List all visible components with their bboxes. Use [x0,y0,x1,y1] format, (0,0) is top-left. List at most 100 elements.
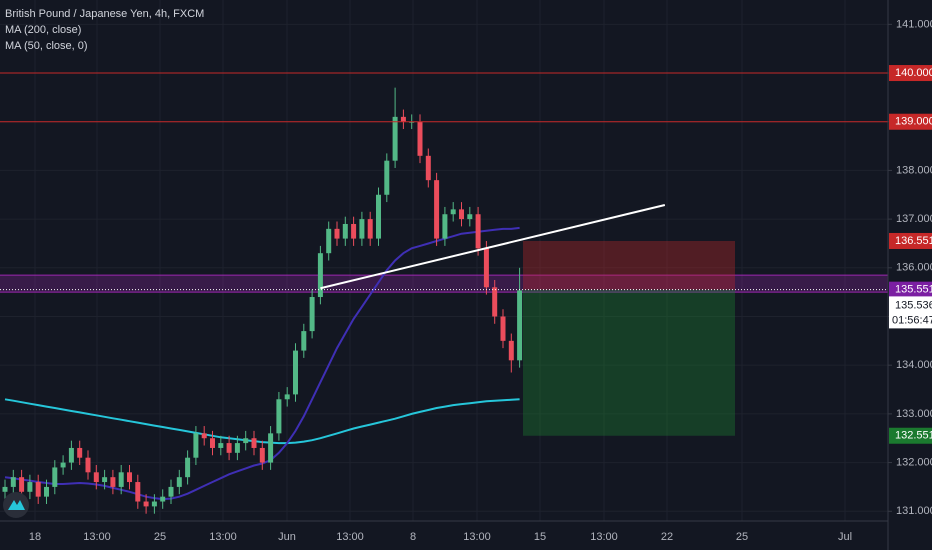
candle-body [234,443,240,453]
candle-body [508,340,514,361]
candle-body [143,501,149,507]
candle-body [160,496,166,502]
x-tick-label: 13:00 [209,531,237,543]
candle-body [201,433,207,439]
level-label: 140.000 [895,67,932,79]
indicator-label: MA (50, close, 0) [5,40,88,52]
candle-body [27,482,33,492]
y-tick-label: 141.000 [896,18,932,30]
candle-body [118,472,124,487]
y-tick-label: 136.000 [896,262,932,274]
chart-title: British Pound / Japanese Yen, 4h, FXCM [5,8,204,20]
x-tick-label: 13:00 [83,531,111,543]
candle-body [483,248,489,288]
candle-body [259,447,265,463]
candle-body [251,438,257,448]
x-tick-label: Jul [838,531,852,543]
candle-body [110,477,116,487]
candle-body [475,214,481,249]
y-tick-label: 138.000 [896,164,932,176]
candle-body [334,228,340,239]
level-label-bg [889,65,932,82]
level-label-bg [889,113,932,130]
candle-body [193,433,199,458]
candle-body [243,438,249,444]
price-label-bg [889,296,932,329]
level-label: 135.551 [895,284,932,296]
y-tick-label: 133.000 [896,408,932,420]
candle-body [376,194,381,239]
candle-body [102,477,108,483]
stop-zone [523,240,735,290]
candle-body [392,116,398,161]
x-tick-label: 15 [534,531,546,543]
candle-body [44,486,49,497]
candle-body [351,223,357,239]
candle-body [127,472,132,483]
candle-body [35,482,41,497]
logo[interactable] [3,492,29,518]
zone [0,275,888,293]
x-tick-label: 8 [410,531,416,543]
candle-body [434,180,440,239]
candle-body [400,116,406,122]
y-tick-label: 134.000 [896,359,932,371]
x-tick-label: 13:00 [336,531,364,543]
candle-body [459,209,464,220]
plot [0,0,888,521]
level-label-bg [889,232,932,249]
candle-body [417,121,423,156]
candle-body [342,223,348,239]
candle-body [210,438,215,448]
candle-body [52,467,58,487]
level-label-bg [889,281,932,298]
x-tick-label: 13:00 [463,531,491,543]
y-tick-label: 131.000 [896,505,932,517]
x-tick-label: 22 [661,531,673,543]
candle-body [135,482,141,502]
candle-body [93,472,99,483]
indicator-label: MA (200, close) [5,24,81,36]
candle-body [326,228,332,254]
price-label: 135.536 [895,299,932,311]
x-tick-label: Jun [278,531,296,543]
overlay: 131.000132.000133.000134.000135.000136.0… [29,18,932,543]
candle-body [185,457,191,478]
candle-body [467,214,473,220]
level-label: 132.551 [895,430,932,442]
candle-body [218,443,224,448]
candle-body [19,477,25,492]
candle-body [60,462,66,468]
candle-body [442,214,448,239]
candle-body [85,457,91,473]
candle-body [77,447,83,458]
candle-body [384,160,390,195]
candle-body [492,287,498,317]
y-tick-label: 137.000 [896,213,932,225]
x-tick-label: 18 [29,531,41,543]
y-tick-label: 132.000 [896,456,932,468]
target-zone [523,289,735,436]
candle-body [309,297,315,332]
candle-body [284,394,290,400]
candle-body [500,316,506,341]
candle-body [359,219,365,239]
level-label: 139.000 [895,116,932,128]
candle-body [2,486,8,492]
candle-body [68,447,74,463]
candle-body [151,501,157,507]
candle-body [10,477,16,487]
x-tick-label: 25 [154,531,166,543]
x-tick-label: 25 [736,531,748,543]
candle-body [276,399,282,434]
candle-body [450,209,456,215]
level-label-bg [889,427,932,444]
logo-icon[interactable] [8,500,25,510]
candle-body [293,350,298,395]
candle-body [425,155,431,181]
countdown: 01:56:47 [892,314,932,326]
candle-body [517,290,523,361]
candle-body [226,443,232,453]
